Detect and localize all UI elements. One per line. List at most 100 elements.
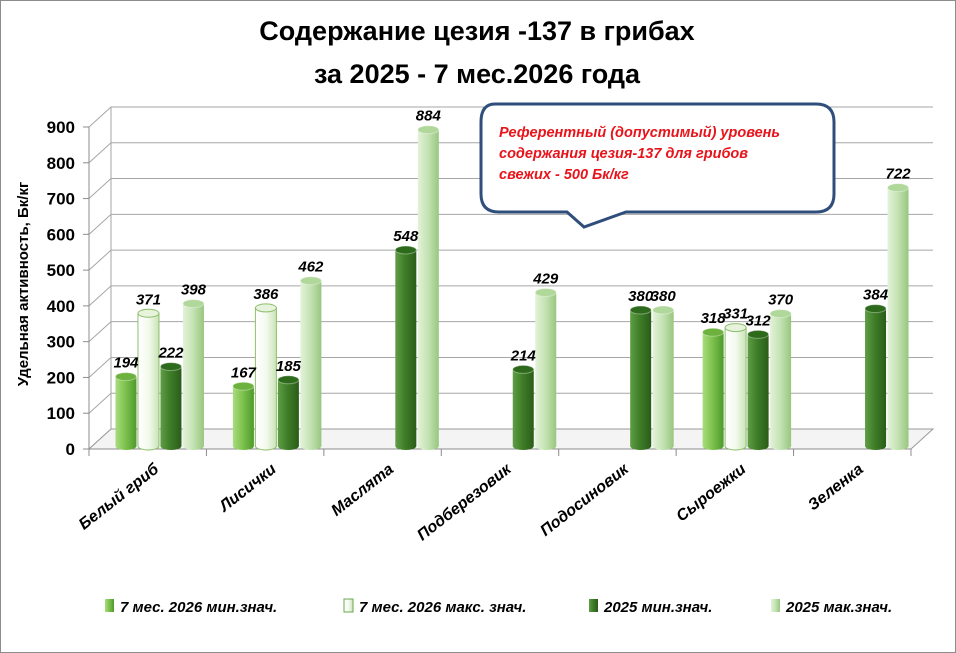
bars	[114, 125, 910, 451]
category-label: Сыроежки	[673, 461, 749, 526]
bar-top	[629, 305, 652, 315]
data-label: 398	[181, 282, 207, 299]
bar	[629, 305, 652, 450]
y-tick-label: 200	[47, 368, 75, 387]
y-tick-label: 700	[47, 190, 75, 209]
data-label: 386	[253, 286, 279, 303]
legend-swatch	[771, 599, 780, 612]
category-labels: Белый гриб Лисички Маслята Подберезовик Подо…	[76, 460, 867, 544]
bar-top	[394, 245, 417, 255]
legend-swatch	[343, 598, 354, 613]
y-tick-label: 300	[47, 333, 75, 352]
bar-top	[702, 327, 725, 337]
bar-top	[417, 125, 440, 135]
category-label: Зеленка	[805, 461, 867, 514]
data-label: 884	[416, 108, 442, 125]
gridline	[88, 213, 933, 235]
bar-body	[865, 308, 887, 450]
bar-body	[702, 332, 724, 450]
data-label: 380	[651, 288, 677, 305]
legend-swatch	[589, 599, 598, 612]
data-label: 185	[276, 358, 302, 375]
bar-body	[747, 334, 769, 450]
data-label: 214	[510, 347, 537, 364]
data-label: 167	[231, 364, 257, 381]
bar-body	[115, 376, 137, 450]
bar-top	[512, 364, 535, 374]
bar	[299, 276, 322, 450]
bar-body	[887, 187, 909, 450]
bar-top	[724, 323, 747, 333]
callout-bubble	[479, 102, 836, 229]
callout-line-2: содержания цезия-137 для грибов	[499, 146, 748, 162]
bar-body	[300, 280, 322, 450]
data-label: 548	[393, 228, 419, 245]
gridline	[88, 285, 933, 307]
callout-line-1: Референтный (допустимый) уровень	[499, 125, 780, 141]
bar	[512, 364, 535, 450]
callout-line-3: свежих - 500 Бк/кг	[499, 167, 629, 183]
data-label: 222	[157, 345, 184, 362]
bar-top	[137, 308, 160, 318]
bar-top	[652, 305, 675, 315]
bar-body	[182, 303, 204, 450]
data-label: 380	[628, 288, 654, 305]
bar	[887, 183, 910, 450]
bar-top	[299, 276, 322, 286]
bar-body	[137, 312, 160, 451]
chart-title-line-1: Содержание цезия -137 в грибах	[259, 16, 694, 46]
bar	[747, 329, 770, 450]
data-label: 371	[136, 291, 161, 308]
bar-top	[159, 362, 182, 372]
bar	[724, 323, 747, 451]
bar-top	[887, 183, 910, 193]
data-labels: 1943712223981673861854625488842144293803…	[113, 108, 911, 382]
y-tick-label: 500	[47, 261, 75, 280]
bar-body	[630, 310, 652, 450]
bar	[534, 288, 557, 450]
chart-title: Содержание цезия -137 в грибах за 2025 -…	[259, 16, 694, 89]
bar-body	[652, 310, 674, 450]
data-label: 429	[532, 271, 559, 288]
bar-body	[724, 327, 747, 451]
data-label: 370	[768, 292, 794, 309]
bar-body	[232, 386, 254, 450]
legend-item: 2025 мак.знач.	[771, 599, 892, 616]
bar-body	[254, 307, 277, 451]
bar	[702, 327, 725, 450]
category-label: Лисички	[216, 461, 280, 516]
legend-item: 7 мес. 2026 мин.знач.	[105, 599, 277, 616]
floor	[87, 428, 935, 450]
y-tick-label: 800	[47, 154, 75, 173]
data-label: 384	[863, 287, 889, 304]
gridline	[88, 321, 933, 343]
y-tick-label: 400	[47, 297, 75, 316]
bar	[769, 309, 792, 450]
y-tick-labels: 0 100 200 300 400 500 600 700 800 900	[47, 118, 75, 459]
y-tick-label: 100	[47, 404, 75, 423]
category-label: Белый гриб	[76, 460, 163, 533]
category-label: Маслята	[328, 461, 397, 520]
legend-label: 2025 мин.знач.	[603, 599, 712, 616]
bar-top	[182, 299, 205, 309]
category-label: Подосиновик	[537, 460, 632, 540]
legend-label: 2025 мак.знач.	[785, 599, 892, 616]
bar-top	[114, 372, 137, 382]
data-label: 722	[886, 166, 912, 183]
bar	[137, 308, 160, 451]
bar-body	[160, 366, 182, 450]
bar	[277, 375, 300, 450]
data-label: 318	[701, 310, 727, 327]
y-tick-label: 600	[47, 225, 75, 244]
data-label: 194	[113, 355, 139, 372]
y-axis-label: Удельная активность, Бк/кг	[15, 182, 32, 386]
bar-body	[770, 313, 792, 450]
bar-top	[232, 381, 255, 391]
legend-label: 7 мес. 2026 мин.знач.	[120, 599, 277, 616]
bar-body	[535, 292, 557, 450]
data-label: 312	[746, 312, 772, 329]
bar	[864, 304, 887, 450]
bar	[652, 305, 675, 450]
